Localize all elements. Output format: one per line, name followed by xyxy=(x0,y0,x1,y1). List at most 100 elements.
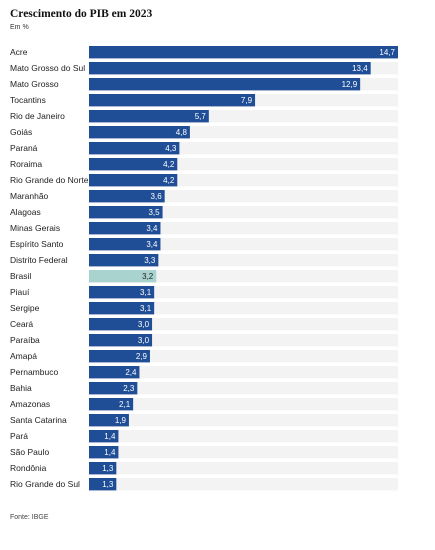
category-label: Santa Catarina xyxy=(10,415,67,425)
category-label: Pará xyxy=(10,431,28,441)
category-label: Paraíba xyxy=(10,335,40,345)
category-label: Brasil xyxy=(10,271,31,281)
chart-subtitle: Em % xyxy=(10,24,29,31)
category-label: Amazonas xyxy=(10,399,50,409)
bar-track xyxy=(89,286,398,299)
bar xyxy=(89,382,138,395)
value-label: 3,6 xyxy=(151,192,163,201)
value-label: 13,4 xyxy=(352,64,368,73)
category-label: Minas Gerais xyxy=(10,223,60,233)
value-label: 3,4 xyxy=(146,240,158,249)
value-label: 5,7 xyxy=(195,112,207,121)
bar xyxy=(89,222,161,235)
category-label: Paraná xyxy=(10,143,38,153)
value-label: 4,2 xyxy=(163,160,175,169)
bar xyxy=(89,190,165,203)
value-label: 3,4 xyxy=(146,224,158,233)
bar xyxy=(89,478,117,491)
category-label: Mato Grosso do Sul xyxy=(10,63,85,73)
category-label: Roraima xyxy=(10,159,42,169)
category-label: Rio Grande do Sul xyxy=(10,479,80,489)
category-label: São Paulo xyxy=(10,447,49,457)
bar xyxy=(89,174,178,187)
value-label: 1,4 xyxy=(104,432,116,441)
category-label: Bahia xyxy=(10,383,32,393)
value-label: 1,3 xyxy=(102,464,114,473)
bar xyxy=(89,126,190,139)
value-label: 2,4 xyxy=(125,368,137,377)
bar xyxy=(89,110,209,123)
bar-track xyxy=(89,334,398,347)
bar xyxy=(89,318,153,331)
value-label: 3,1 xyxy=(140,304,152,313)
bar-track xyxy=(89,270,398,283)
bar-track xyxy=(89,382,398,395)
category-label: Mato Grosso xyxy=(10,79,59,89)
bar-track xyxy=(89,398,398,411)
bar xyxy=(89,414,129,427)
bar-track xyxy=(89,302,398,315)
bar xyxy=(89,94,256,107)
bar-track xyxy=(89,222,398,235)
category-label: Rio Grande do Norte xyxy=(10,175,89,185)
value-label: 2,1 xyxy=(119,400,131,409)
category-label: Goiás xyxy=(10,127,32,137)
bar-track xyxy=(89,478,398,491)
bar-track xyxy=(89,254,398,267)
bar xyxy=(89,158,178,171)
value-label: 3,0 xyxy=(138,336,150,345)
category-label: Acre xyxy=(10,47,28,57)
category-label: Piauí xyxy=(10,287,30,297)
category-label: Sergipe xyxy=(10,303,40,313)
bar-track xyxy=(89,414,398,427)
value-label: 14,7 xyxy=(379,48,395,57)
category-label: Rio de Janeiro xyxy=(10,111,65,121)
bar-track xyxy=(89,446,398,459)
value-label: 2,9 xyxy=(136,352,148,361)
value-label: 7,9 xyxy=(241,96,253,105)
category-label: Ceará xyxy=(10,319,33,329)
value-label: 2,3 xyxy=(123,384,135,393)
bar xyxy=(89,254,159,267)
value-label: 4,3 xyxy=(165,144,177,153)
value-label: 3,1 xyxy=(140,288,152,297)
bar-track xyxy=(89,206,398,219)
category-label: Distrito Federal xyxy=(10,255,68,265)
value-label: 4,8 xyxy=(176,128,188,137)
bar xyxy=(89,366,140,379)
bar xyxy=(89,334,153,347)
category-label: Amapá xyxy=(10,351,37,361)
value-label: 12,9 xyxy=(342,80,358,89)
category-label: Espírito Santo xyxy=(10,239,64,249)
category-label: Rondônia xyxy=(10,463,47,473)
bar xyxy=(89,302,155,315)
category-label: Maranhão xyxy=(10,191,49,201)
bar xyxy=(89,462,117,475)
bar xyxy=(89,430,119,443)
category-label: Alagoas xyxy=(10,207,41,217)
bar xyxy=(89,238,161,251)
bar-track xyxy=(89,430,398,443)
value-label: 3,2 xyxy=(142,272,154,281)
bar xyxy=(89,270,157,283)
bar-track xyxy=(89,462,398,475)
bar-track xyxy=(89,318,398,331)
bar-track xyxy=(89,350,398,363)
bar xyxy=(89,62,371,75)
bar xyxy=(89,142,180,155)
bar xyxy=(89,398,134,411)
value-label: 3,3 xyxy=(144,256,156,265)
bar xyxy=(89,350,150,363)
value-label: 4,2 xyxy=(163,176,175,185)
value-label: 3,0 xyxy=(138,320,150,329)
value-label: 1,3 xyxy=(102,480,114,489)
chart-title: Crescimento do PIB em 2023 xyxy=(10,8,153,20)
bar xyxy=(89,206,163,219)
value-label: 1,9 xyxy=(115,416,127,425)
category-label: Tocantins xyxy=(10,95,46,105)
bar-track xyxy=(89,366,398,379)
value-label: 1,4 xyxy=(104,448,116,457)
bar-track xyxy=(89,238,398,251)
value-label: 3,5 xyxy=(148,208,160,217)
